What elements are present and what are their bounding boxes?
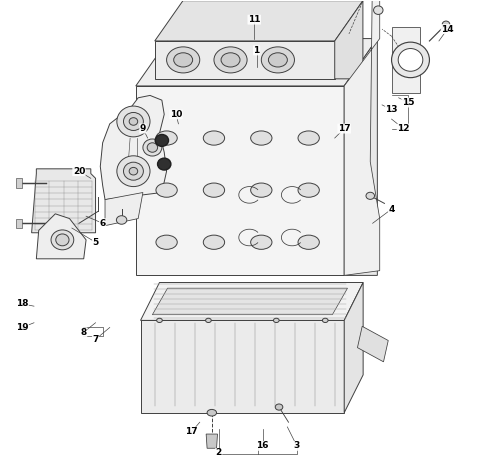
Text: 10: 10 — [170, 110, 182, 119]
Ellipse shape — [204, 183, 225, 197]
Ellipse shape — [366, 192, 374, 199]
Ellipse shape — [251, 183, 272, 197]
Ellipse shape — [221, 53, 240, 67]
Text: 17: 17 — [185, 427, 198, 436]
Text: 14: 14 — [441, 25, 454, 34]
Ellipse shape — [156, 183, 177, 197]
Text: 20: 20 — [73, 167, 85, 176]
Polygon shape — [16, 178, 22, 188]
Ellipse shape — [157, 158, 171, 170]
Ellipse shape — [123, 113, 144, 131]
Text: 7: 7 — [92, 335, 99, 344]
Ellipse shape — [298, 131, 319, 145]
Ellipse shape — [274, 318, 279, 323]
Ellipse shape — [251, 235, 272, 249]
Ellipse shape — [129, 118, 138, 125]
Text: 16: 16 — [256, 441, 269, 450]
Text: 15: 15 — [402, 98, 414, 107]
Ellipse shape — [156, 131, 177, 145]
Polygon shape — [141, 320, 344, 413]
Ellipse shape — [205, 318, 211, 323]
Text: 8: 8 — [81, 328, 87, 337]
Ellipse shape — [129, 167, 138, 175]
Ellipse shape — [398, 48, 423, 71]
Polygon shape — [155, 0, 363, 41]
Ellipse shape — [123, 162, 144, 180]
Ellipse shape — [116, 216, 127, 224]
Ellipse shape — [117, 106, 150, 137]
Ellipse shape — [204, 131, 225, 145]
Ellipse shape — [261, 47, 294, 73]
Ellipse shape — [298, 183, 319, 197]
Ellipse shape — [156, 235, 177, 249]
Ellipse shape — [207, 409, 216, 416]
Polygon shape — [36, 214, 86, 259]
Text: 12: 12 — [397, 124, 409, 133]
Text: 3: 3 — [294, 441, 300, 450]
Text: 2: 2 — [216, 448, 222, 457]
Ellipse shape — [373, 6, 383, 14]
Ellipse shape — [167, 47, 200, 73]
Text: 11: 11 — [248, 15, 261, 24]
Polygon shape — [335, 0, 363, 79]
Text: 5: 5 — [93, 238, 99, 247]
Ellipse shape — [298, 235, 319, 249]
Ellipse shape — [174, 53, 192, 67]
Text: 17: 17 — [338, 124, 350, 133]
Polygon shape — [155, 41, 335, 79]
Polygon shape — [344, 38, 377, 276]
Text: 9: 9 — [140, 124, 146, 133]
Ellipse shape — [155, 134, 168, 146]
Ellipse shape — [323, 318, 328, 323]
Polygon shape — [141, 283, 363, 320]
Ellipse shape — [117, 156, 150, 187]
Text: 13: 13 — [385, 105, 398, 114]
Polygon shape — [16, 218, 22, 228]
Ellipse shape — [214, 47, 247, 73]
Polygon shape — [392, 27, 420, 93]
Polygon shape — [152, 288, 348, 315]
Ellipse shape — [251, 131, 272, 145]
Polygon shape — [344, 0, 380, 276]
Text: 19: 19 — [16, 323, 28, 332]
Polygon shape — [136, 86, 344, 276]
Text: 6: 6 — [99, 219, 106, 228]
Polygon shape — [136, 38, 377, 86]
Text: 4: 4 — [388, 205, 395, 214]
Polygon shape — [100, 95, 167, 200]
Polygon shape — [358, 326, 388, 362]
Text: 1: 1 — [253, 46, 260, 55]
Polygon shape — [206, 434, 217, 448]
Ellipse shape — [147, 143, 157, 152]
Polygon shape — [32, 169, 96, 233]
Ellipse shape — [51, 230, 74, 250]
Polygon shape — [344, 283, 363, 413]
Ellipse shape — [275, 404, 283, 410]
Ellipse shape — [56, 234, 69, 246]
Text: 18: 18 — [16, 299, 28, 308]
Ellipse shape — [442, 21, 450, 28]
Ellipse shape — [392, 42, 430, 77]
Polygon shape — [105, 192, 143, 226]
Ellipse shape — [143, 139, 162, 156]
Ellipse shape — [156, 318, 162, 323]
Ellipse shape — [268, 53, 288, 67]
Ellipse shape — [204, 235, 225, 249]
